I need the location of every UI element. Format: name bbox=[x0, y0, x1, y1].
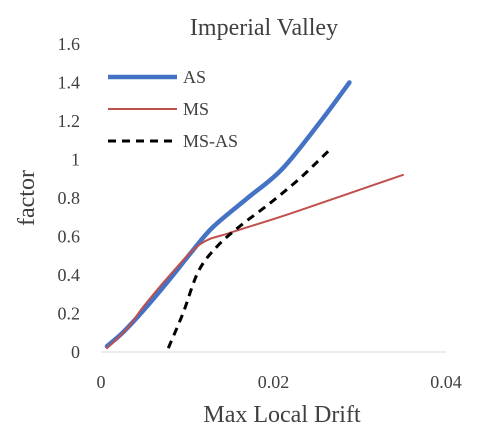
chart-title: Imperial Valley bbox=[190, 15, 338, 41]
y-axis-ticks: 0 0.2 0.4 0.6 0.8 1 1.2 1.4 1.6 bbox=[58, 34, 81, 362]
y-tick-label: 1.6 bbox=[58, 34, 81, 54]
legend-label: MS bbox=[183, 99, 209, 119]
y-tick-label: 0.2 bbox=[58, 304, 81, 324]
y-tick-label: 0.8 bbox=[58, 188, 81, 208]
legend-label: AS bbox=[183, 67, 206, 87]
x-tick-label: 0 bbox=[97, 372, 106, 392]
y-tick-label: 0.4 bbox=[58, 265, 81, 285]
series-line-ms bbox=[106, 173, 404, 350]
y-tick-label: 1.4 bbox=[58, 73, 81, 93]
y-tick-label: 0.6 bbox=[58, 227, 81, 247]
x-tick-label: 0.02 bbox=[258, 372, 290, 392]
series-layer bbox=[104, 80, 404, 350]
x-axis-label: Max Local Drift bbox=[203, 402, 361, 428]
x-tick-label: 0.04 bbox=[430, 372, 462, 392]
y-tick-label: 1 bbox=[71, 150, 80, 170]
y-axis-label: factor bbox=[14, 170, 40, 226]
series-line-ms-as bbox=[166, 148, 331, 349]
legend: AS MS MS-AS bbox=[108, 67, 238, 151]
y-tick-label: 1.2 bbox=[58, 111, 81, 131]
y-tick-label: 0 bbox=[71, 342, 80, 362]
x-axis-ticks: 0 0.02 0.04 bbox=[97, 372, 462, 392]
legend-label: MS-AS bbox=[183, 131, 238, 151]
